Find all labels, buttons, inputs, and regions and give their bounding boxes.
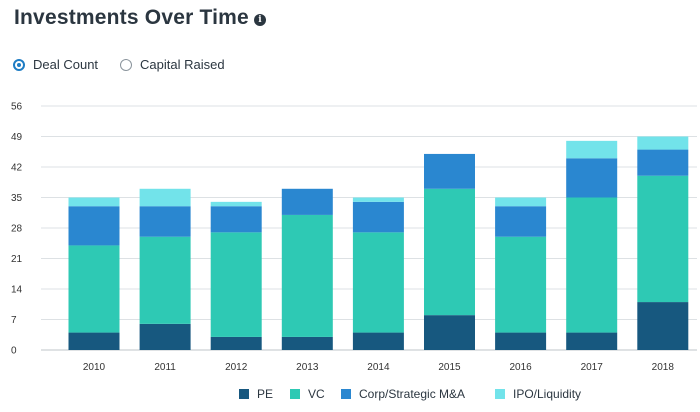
legend-swatch (239, 389, 249, 399)
legend-item[interactable]: VC (290, 387, 325, 401)
capital-raised-radio[interactable]: Capital Raised (120, 57, 225, 72)
x-tick-label: 2016 (509, 362, 532, 373)
bar-segment-pe (139, 323, 191, 350)
x-tick-label: 2010 (83, 362, 106, 373)
metric-toggle: Deal Count Capital Raised (13, 57, 247, 72)
bar-segment-ipo-liquidity (68, 197, 120, 207)
x-tick-label: 2017 (581, 362, 604, 373)
bar-segment-vc (139, 236, 191, 324)
bar-segment-ipo-liquidity (210, 201, 262, 207)
y-tick-label: 21 (11, 254, 23, 265)
deal-count-radio-circle[interactable] (13, 58, 25, 71)
bar-segment-ipo-liquidity (139, 188, 191, 207)
chart-header: Investments Over Time i (14, 6, 266, 30)
y-tick-label: 7 (11, 315, 17, 326)
legend-item[interactable]: Corp/Strategic M&A (341, 387, 465, 401)
bar-segment-corp-strategic-m-a (139, 206, 191, 237)
bar-segment-vc (352, 232, 404, 333)
bar-segment-corp-strategic-m-a (352, 201, 404, 233)
deal-count-label: Deal Count (33, 57, 99, 72)
bar-segment-corp-strategic-m-a (424, 153, 475, 189)
x-tick-label: 2013 (296, 362, 319, 373)
legend-label: PE (257, 387, 274, 401)
bar-segment-pe (424, 315, 475, 350)
legend-item[interactable]: PE (239, 387, 273, 401)
y-tick-label: 49 (11, 132, 23, 143)
legend-label: Corp/Strategic M&A (359, 387, 466, 401)
bar-segment-corp-strategic-m-a (637, 149, 689, 176)
x-tick-label: 2018 (652, 362, 675, 373)
bar-segment-corp-strategic-m-a (210, 206, 262, 233)
y-tick-label: 42 (11, 163, 23, 174)
bar-segment-pe (210, 336, 262, 350)
legend-swatch (341, 389, 351, 399)
bar-segment-pe (566, 332, 618, 350)
legend-label: IPO/Liquidity (513, 387, 582, 401)
bar-segment-vc (566, 197, 618, 333)
bar-segment-pe (68, 332, 120, 350)
capital-raised-radio-circle[interactable] (120, 58, 133, 71)
bar-segment-ipo-liquidity (566, 140, 618, 159)
bar-segment-corp-strategic-m-a (566, 158, 618, 198)
bar-segment-vc (424, 188, 475, 316)
capital-raised-label: Capital Raised (140, 57, 225, 72)
bar-segment-corp-strategic-m-a (495, 206, 547, 237)
deal-count-radio[interactable]: Deal Count (13, 57, 98, 72)
legend-swatch (290, 389, 300, 399)
chart-title: Investments Over Time (14, 6, 249, 29)
bar-segment-pe (495, 332, 547, 350)
legend-label: VC (308, 387, 325, 401)
y-tick-label: 35 (11, 193, 23, 204)
y-tick-label: 28 (11, 224, 23, 235)
bar-segment-vc (495, 236, 547, 333)
bar-segment-pe (637, 302, 689, 350)
bar-segment-vc (281, 214, 333, 337)
bar-segment-pe (281, 336, 333, 350)
bar-segment-pe (352, 332, 404, 350)
y-tick-label: 0 (11, 346, 17, 357)
x-tick-label: 2014 (367, 362, 390, 373)
x-tick-label: 2015 (438, 362, 461, 373)
y-tick-label: 14 (11, 285, 23, 296)
bar-segment-ipo-liquidity (637, 136, 689, 150)
bar-segment-ipo-liquidity (352, 197, 404, 202)
bar-segment-vc (68, 245, 120, 333)
info-icon[interactable]: i (253, 14, 266, 26)
y-tick-label: 56 (11, 102, 23, 113)
bar-segment-vc (637, 175, 689, 303)
x-tick-label: 2012 (225, 362, 248, 373)
legend-item[interactable]: IPO/Liquidity (495, 387, 581, 401)
bar-segment-vc (210, 232, 262, 337)
legend-swatch (495, 389, 505, 399)
bar-segment-corp-strategic-m-a (281, 188, 333, 215)
bar-segment-corp-strategic-m-a (68, 206, 120, 246)
bar-segment-ipo-liquidity (495, 197, 547, 207)
x-tick-label: 2011 (154, 362, 176, 373)
